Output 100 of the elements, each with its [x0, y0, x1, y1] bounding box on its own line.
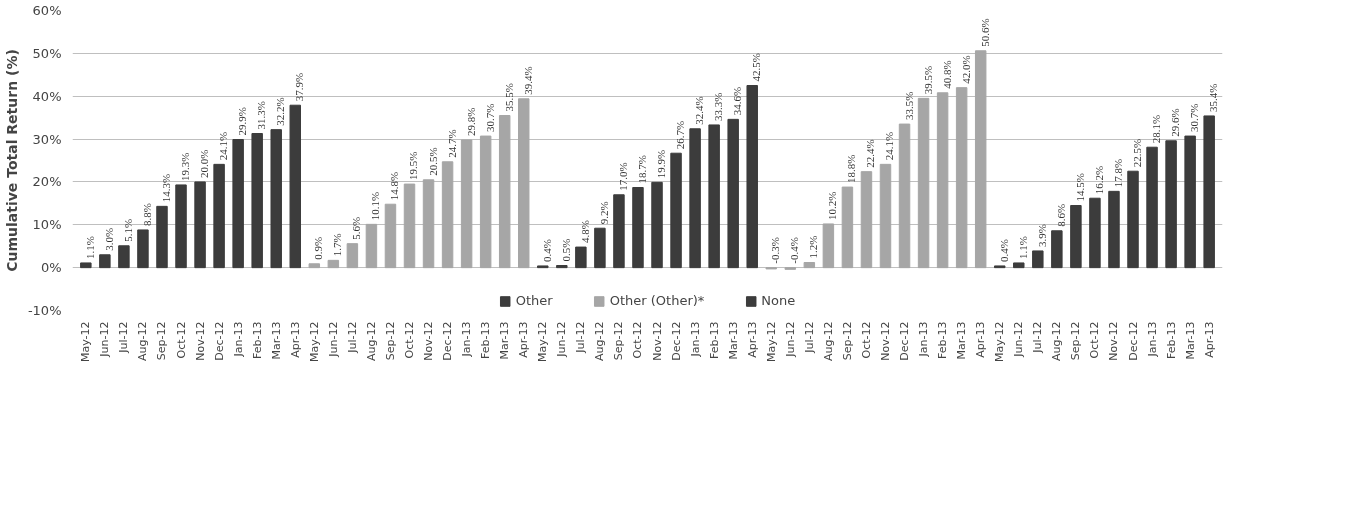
y-tick-label: 60% — [32, 3, 62, 18]
data-label: -0.4% — [788, 237, 801, 264]
x-tick-label: Jun-12 — [783, 321, 797, 358]
bar — [860, 171, 873, 269]
data-label: 32.4% — [693, 96, 706, 125]
bar — [518, 98, 530, 269]
bar — [822, 223, 835, 269]
data-label: 18.7% — [635, 155, 648, 184]
data-label: 1.2% — [807, 235, 820, 259]
data-label: 39.4% — [521, 66, 534, 95]
bar — [194, 181, 206, 269]
x-tick-label: Oct-12 — [1088, 321, 1102, 359]
x-tick-label: Jan-13 — [917, 321, 931, 358]
x-tick-label: Aug-12 — [364, 321, 378, 361]
bar — [99, 254, 111, 269]
x-tick-label: Nov-12 — [422, 321, 436, 361]
x-tick-label: Apr-13 — [974, 321, 988, 358]
bar — [936, 92, 949, 269]
bar — [955, 87, 968, 269]
bar — [175, 184, 187, 269]
data-label: 4.8% — [578, 220, 591, 244]
x-tick-label: Jul-12 — [1031, 321, 1045, 354]
data-label: 16.2% — [1092, 165, 1105, 195]
data-label: 50.6% — [978, 18, 991, 47]
bar — [1032, 250, 1044, 269]
bar — [746, 85, 758, 269]
y-tick-label: 0% — [40, 260, 62, 276]
x-tick-label: Jan-13 — [1145, 321, 1159, 358]
bar — [1146, 146, 1158, 269]
y-axis-title: Cumulative Total Return (%) — [3, 49, 20, 272]
x-tick-label: Apr-13 — [288, 321, 302, 358]
bar — [232, 139, 244, 269]
data-label: 19.5% — [407, 151, 420, 181]
x-tick-label: May-12 — [79, 321, 93, 363]
x-tick-label: Oct-12 — [631, 321, 645, 359]
x-tick-label: Feb-13 — [707, 321, 721, 359]
legend-label: Other (Other)* — [609, 293, 705, 308]
data-label: 19.9% — [655, 149, 668, 179]
data-label: 5.1% — [121, 218, 134, 242]
x-tick-label: Apr-13 — [1202, 321, 1216, 358]
data-label: 14.3% — [159, 173, 172, 203]
bar — [670, 152, 682, 269]
bar — [251, 133, 263, 269]
x-tick-label: Mar-13 — [269, 321, 283, 360]
bar — [651, 181, 663, 269]
data-label: 14.8% — [388, 171, 401, 201]
data-label: 28.1% — [1150, 114, 1163, 144]
bar — [803, 262, 816, 269]
bar — [118, 245, 130, 269]
data-label: 24.1% — [217, 131, 230, 161]
x-tick-label: Oct-12 — [174, 321, 188, 359]
x-tick-label: Sep-12 — [612, 321, 626, 361]
x-tick-label: Jan-13 — [231, 321, 245, 358]
data-label: 17.8% — [1111, 158, 1124, 188]
bar — [594, 227, 606, 269]
data-label: 0.9% — [312, 236, 325, 260]
y-tick-label: 50% — [32, 45, 62, 61]
y-tick-label: 10% — [32, 217, 62, 233]
bar — [327, 259, 340, 269]
data-label: 0.4% — [540, 239, 553, 262]
bar — [384, 203, 397, 269]
x-tick-label: Jul-12 — [117, 321, 131, 354]
x-tick-label: Jun-12 — [326, 321, 340, 358]
bar — [1089, 197, 1101, 269]
x-tick-label: Jul-12 — [345, 321, 359, 354]
bar — [289, 104, 301, 269]
data-label: 22.5% — [1131, 138, 1144, 168]
x-tick-label: Jul-12 — [574, 321, 588, 354]
x-tick-label: Aug-12 — [1050, 321, 1064, 361]
bar — [1203, 115, 1215, 269]
bar — [270, 129, 282, 269]
data-label: 10.2% — [826, 191, 839, 220]
x-tick-label: Aug-12 — [136, 321, 150, 361]
data-label: 8.8% — [140, 203, 153, 226]
data-label: 29.6% — [1169, 108, 1182, 137]
bar — [1070, 205, 1082, 269]
x-tick-label: May-12 — [993, 321, 1007, 363]
bar — [441, 161, 454, 269]
y-tick-label: 20% — [32, 174, 62, 190]
bar — [689, 128, 701, 269]
bar — [365, 223, 378, 269]
data-label: 30.7% — [1188, 103, 1201, 133]
legend-label: Other — [515, 293, 553, 308]
x-tick-label: Jan-13 — [688, 321, 702, 358]
data-label: 14.5% — [1073, 173, 1086, 202]
x-tick-label: Sep-12 — [840, 321, 854, 361]
x-tick-label: Dec-12 — [669, 321, 683, 361]
bar — [1184, 135, 1196, 269]
bar — [632, 187, 644, 269]
bar — [1051, 230, 1063, 269]
data-label: 29.8% — [464, 107, 477, 136]
bar — [898, 123, 911, 269]
bar — [308, 263, 321, 269]
bar — [613, 194, 625, 269]
data-label: 20.5% — [426, 147, 439, 176]
bar — [1013, 262, 1025, 269]
x-tick-label: Sep-12 — [155, 321, 169, 361]
bar — [974, 50, 987, 269]
x-tick-label: Nov-12 — [650, 321, 664, 361]
bar — [1127, 170, 1139, 269]
